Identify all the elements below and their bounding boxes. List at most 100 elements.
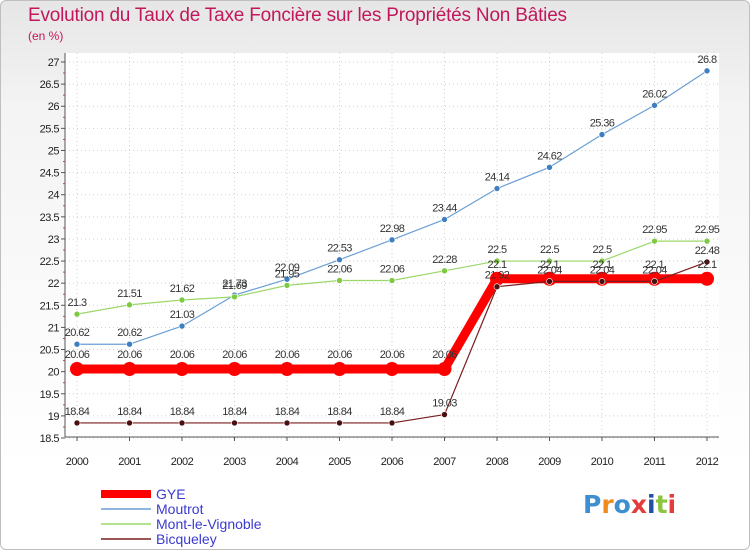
data-label: 18.84 <box>117 406 142 418</box>
x-tick-label: 2001 <box>118 456 141 468</box>
data-point <box>178 322 186 330</box>
y-tick-label: 19.5 <box>40 389 60 401</box>
data-point <box>493 185 501 192</box>
y-tick-label: 25.5 <box>40 123 60 135</box>
data-point <box>651 102 658 109</box>
data-point <box>651 237 658 245</box>
y-tick-label: 22.5 <box>40 256 60 268</box>
data-label: 22.53 <box>327 243 352 255</box>
chart-subtitle: (en %) <box>28 29 64 43</box>
data-point <box>703 237 711 245</box>
data-label: 21.95 <box>275 268 300 280</box>
data-label: 20.06 <box>275 349 300 361</box>
data-point <box>651 278 658 285</box>
data-label: 22.5 <box>592 244 611 256</box>
data-point <box>388 419 396 427</box>
data-label: 18.84 <box>275 406 300 418</box>
data-label: 22.09 <box>275 262 300 274</box>
data-label: 18.84 <box>222 406 247 418</box>
data-label: 22.5 <box>540 244 559 256</box>
data-point <box>126 301 133 309</box>
legend-label: Moutrot <box>156 501 204 517</box>
data-label: 22.04 <box>537 264 562 276</box>
data-label: 21.03 <box>170 309 195 321</box>
legend-label: Mont-le-Vignoble <box>156 516 262 532</box>
data-point <box>437 361 452 376</box>
data-label: 20.06 <box>327 349 352 361</box>
data-label: 22.04 <box>642 264 667 276</box>
y-tick-label: 23 <box>48 234 60 246</box>
data-label: 22.5 <box>487 244 506 256</box>
logo-letter: t <box>655 490 668 519</box>
data-point <box>493 283 501 291</box>
data-point <box>283 282 291 289</box>
data-label: 18.84 <box>65 406 90 418</box>
data-label: 20.06 <box>170 349 195 361</box>
data-label: 20.06 <box>432 349 457 361</box>
x-tick-label: 2006 <box>381 456 404 468</box>
data-point <box>336 256 343 264</box>
data-point <box>73 340 81 348</box>
data-label: 20.06 <box>222 349 247 361</box>
y-tick-label: 20 <box>48 367 60 379</box>
data-point <box>490 271 504 286</box>
y-tick-label: 23.5 <box>40 212 60 224</box>
data-label: 20.06 <box>65 349 90 361</box>
x-tick-label: 2011 <box>644 456 666 468</box>
data-label: 22.95 <box>642 224 667 236</box>
data-point <box>546 163 553 171</box>
data-point <box>227 361 242 376</box>
data-label: 26.8 <box>697 54 716 66</box>
y-tick-label: 25 <box>48 145 60 157</box>
data-point <box>441 216 448 223</box>
data-point <box>231 419 238 427</box>
x-tick-label: 2005 <box>328 456 351 468</box>
data-point <box>73 419 81 427</box>
data-label: 24.14 <box>485 172 510 184</box>
logo-letter: o <box>613 490 631 519</box>
data-label: 22.1 <box>592 259 611 271</box>
proxiti-logo: Proxiti <box>583 490 676 519</box>
data-label: 26.02 <box>642 88 667 100</box>
data-label: 22.1 <box>540 259 559 271</box>
data-label: 21.3 <box>67 297 86 309</box>
data-label: 18.84 <box>380 406 405 418</box>
axes: 18.5 19 19.5 20 20.5 21 21.5 22 22.5 23 23.5 24 24.5… <box>40 53 719 468</box>
data-label: 19.03 <box>432 398 457 410</box>
series-lines <box>70 67 714 427</box>
data-label: 22.04 <box>590 264 615 276</box>
data-point <box>700 271 714 286</box>
data-label: 22.06 <box>380 264 405 276</box>
data-point <box>231 293 238 301</box>
data-label: 22.48 <box>695 245 720 257</box>
x-tick-label: 2012 <box>696 456 719 468</box>
data-label: 20.62 <box>117 327 142 339</box>
x-tick-label: 2003 <box>223 456 246 468</box>
y-tick-label: 26 <box>48 101 60 113</box>
data-point <box>388 236 396 244</box>
x-tick-label: 2004 <box>276 456 299 468</box>
data-point <box>280 361 294 376</box>
data-point <box>441 267 448 275</box>
data-label: 24.62 <box>537 150 562 162</box>
data-point <box>441 411 448 418</box>
data-label: 21.51 <box>117 288 142 300</box>
data-label: 21.62 <box>170 283 195 295</box>
data-label: 22.95 <box>695 224 720 236</box>
data-point <box>283 419 291 427</box>
data-point <box>332 361 347 376</box>
y-tick-label: 24.5 <box>40 168 60 180</box>
data-label: 22.98 <box>380 223 405 235</box>
data-point <box>388 277 396 284</box>
data-point <box>703 258 711 266</box>
legend-swatch-gye <box>101 490 151 498</box>
data-point <box>546 257 553 265</box>
y-tick-label: 19 <box>48 411 60 423</box>
data-point <box>175 361 189 376</box>
y-tick-label: 21.5 <box>40 300 60 312</box>
y-tick-label: 27 <box>48 57 60 69</box>
data-label: 18.84 <box>327 406 352 418</box>
y-tick-label: 22 <box>48 278 60 290</box>
data-label: 21.92 <box>485 270 510 282</box>
